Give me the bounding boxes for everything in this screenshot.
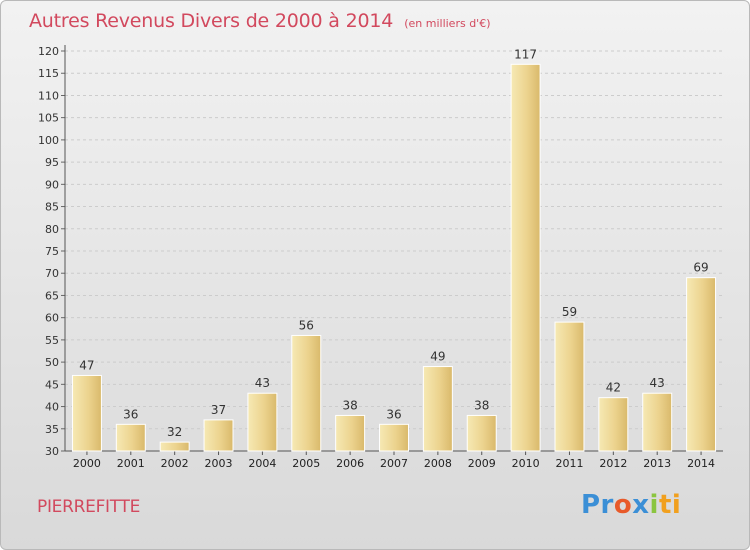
chart-subtitle: (en milliers d'€) <box>404 17 491 30</box>
grid-lines <box>65 50 723 452</box>
x-tick-label-2004: 2004 <box>248 457 276 470</box>
x-tick-label-2001: 2001 <box>117 457 145 470</box>
data-label-2001: 36 <box>123 407 138 421</box>
chart-title: Autres Revenus Divers de 2000 à 2014 <box>29 10 394 32</box>
data-label-2004: 43 <box>255 376 270 390</box>
x-tick-label-2009: 2009 <box>468 457 496 470</box>
y-tick-label: 45 <box>45 378 59 391</box>
y-tick-label: 65 <box>45 289 59 302</box>
y-tick-label: 30 <box>45 445 59 458</box>
y-tick-label: 85 <box>45 201 59 214</box>
data-label-2006: 38 <box>342 398 357 412</box>
bar-2004 <box>247 392 278 452</box>
x-tick-label-2005: 2005 <box>292 457 320 470</box>
x-tick-label-2011: 2011 <box>555 457 583 470</box>
bar-2011 <box>554 321 585 452</box>
y-tick-label: 90 <box>45 178 59 191</box>
y-tick-label: 75 <box>45 245 59 258</box>
data-label-2012: 42 <box>606 381 621 395</box>
bar-2012 <box>598 397 629 452</box>
x-tick-label-2012: 2012 <box>599 457 627 470</box>
x-tick-label-2013: 2013 <box>643 457 671 470</box>
x-tick-label-2010: 2010 <box>512 457 540 470</box>
bar-2001 <box>115 423 146 452</box>
bar-2013 <box>642 392 673 452</box>
data-label-2011: 59 <box>562 305 577 319</box>
data-label-2000: 47 <box>79 358 94 372</box>
data-label-2007: 36 <box>386 407 401 421</box>
data-label-2002: 32 <box>167 425 182 439</box>
x-tick-label-2008: 2008 <box>424 457 452 470</box>
bar-2010 <box>510 63 541 452</box>
bar-2006 <box>335 414 366 452</box>
y-tick-label: 40 <box>45 401 59 414</box>
bar-2005 <box>291 334 322 452</box>
chart-title-block: Autres Revenus Divers de 2000 à 2014 (en… <box>29 10 491 32</box>
y-tick-label: 100 <box>38 134 59 147</box>
data-label-2009: 38 <box>474 398 489 412</box>
x-tick-label-2014: 2014 <box>687 457 715 470</box>
x-tick-label-2000: 2000 <box>73 457 101 470</box>
town-name: PIERREFITTE <box>37 497 141 517</box>
bar-2014 <box>686 277 717 452</box>
y-tick-label: 115 <box>38 67 59 80</box>
y-tick-label: 60 <box>45 312 59 325</box>
bars <box>71 63 717 452</box>
y-tick-label: 120 <box>38 45 59 58</box>
data-label-2010: 117 <box>514 47 537 61</box>
bar-2008 <box>422 366 453 452</box>
y-tick-label: 110 <box>38 89 59 102</box>
y-tick-label: 95 <box>45 156 59 169</box>
data-label-2005: 56 <box>299 318 314 332</box>
x-tick-label-2007: 2007 <box>380 457 408 470</box>
y-tick-label: 50 <box>45 356 59 369</box>
bar-2002 <box>159 441 190 452</box>
bar-2009 <box>466 414 497 452</box>
proxiti-logo: Proxiti <box>581 490 682 520</box>
data-labels: 47 36 32 37 43 56 38 36 49 38 117 59 42 43 69 <box>79 47 708 439</box>
bar-2007 <box>379 423 409 452</box>
y-tick-label: 35 <box>45 423 59 436</box>
x-tick-label-2003: 2003 <box>205 457 233 470</box>
y-tick-label: 55 <box>45 334 59 347</box>
x-tick-label-2002: 2002 <box>161 457 189 470</box>
data-label-2014: 69 <box>693 261 708 275</box>
data-label-2008: 49 <box>430 350 445 364</box>
y-tick-label: 80 <box>45 223 59 236</box>
data-label-2003: 37 <box>211 403 226 417</box>
y-tick-label: 105 <box>38 112 59 125</box>
y-tick-label: 70 <box>45 267 59 280</box>
bar-2000 <box>71 374 102 452</box>
data-label-2013: 43 <box>650 376 665 390</box>
bar-2003 <box>203 419 234 452</box>
x-tick-label-2006: 2006 <box>336 457 364 470</box>
